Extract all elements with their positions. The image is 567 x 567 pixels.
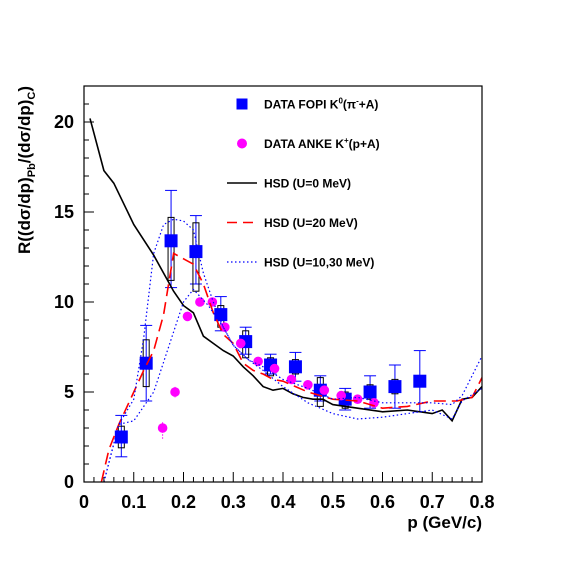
legend-entry: HSD (U=20 MeV) <box>227 216 358 230</box>
x-tick-label: 0.5 <box>320 492 345 512</box>
data-point-circle <box>170 387 180 397</box>
data-point-circle <box>303 380 313 390</box>
series-3 <box>100 252 482 482</box>
legend-entry: DATA ANKE K+(p+A) <box>237 136 380 151</box>
legend-entry: DATA FOPI K0(π-+A) <box>236 97 378 112</box>
series-4 <box>103 218 482 482</box>
legend-label-superscript: + <box>344 136 349 145</box>
legend-label-part: DATA FOPI K <box>264 98 339 112</box>
legend-label-part: HSD (U=10,30 MeV) <box>264 256 374 270</box>
x-tick-label: 0 <box>79 492 89 512</box>
y-axis-title-subscript: Pb <box>26 163 38 177</box>
legend-label: DATA FOPI K0(π-+A) <box>264 97 378 112</box>
data-point-circle <box>269 363 280 374</box>
x-tick-label: 0.3 <box>221 492 246 512</box>
data-point-circle <box>286 374 297 385</box>
series-line <box>100 252 482 482</box>
data-point-circle <box>235 338 246 349</box>
y-tick-label: 10 <box>54 292 74 312</box>
series-2 <box>89 118 482 423</box>
y-axis-title-part: σ <box>15 130 34 142</box>
series-line <box>89 118 482 423</box>
data-point-circle <box>157 423 168 433</box>
y-axis-title-subscript: C <box>26 92 38 100</box>
legend-label-part: HSD (U=20 MeV) <box>264 216 358 230</box>
data-point-square <box>288 360 302 374</box>
legend-label: HSD (U=20 MeV) <box>264 216 358 230</box>
data-point-square <box>139 356 153 370</box>
legend-label: HSD (U=0 MeV) <box>264 177 351 191</box>
data-point-circle <box>253 356 263 367</box>
legend-marker-circle <box>237 138 247 149</box>
legend-label-superscript: 0 <box>338 97 343 106</box>
y-tick-label: 0 <box>64 472 74 492</box>
y-axis-title-part: /dp) <box>15 177 34 208</box>
x-tick-label: 0.4 <box>270 492 295 512</box>
y-axis-title-part: ) <box>15 86 34 92</box>
systematic-box <box>167 216 175 281</box>
data-point-circle <box>195 297 205 307</box>
x-tick-label: 0.7 <box>420 492 445 512</box>
legend-label-part: (π <box>343 98 356 112</box>
legend-label: DATA ANKE K+(p+A) <box>264 136 380 151</box>
legend-label-part: DATA ANKE K <box>264 137 344 151</box>
data-point-circle <box>182 311 193 322</box>
legend-marker-square <box>236 98 248 110</box>
legend-label: HSD (U=10,30 MeV) <box>264 256 374 270</box>
legend-label-part: +A) <box>359 98 379 112</box>
y-axis-title: R((dσ/dp)Pb/(dσ/dp)C) <box>15 86 38 254</box>
legend-label-superscript: - <box>356 97 359 106</box>
data-point-square <box>114 430 128 444</box>
legend: DATA FOPI K0(π-+A) DATA ANKE K+(p+A) HSD (… <box>227 97 380 270</box>
x-axis-title: p (GeV/c) <box>407 513 482 532</box>
data-point-circle <box>352 394 363 405</box>
legend-entry: HSD (U=10,30 MeV) <box>227 256 374 270</box>
axes: 0 0.1 0.2 0.3 0.4 0.5 0.6 0.7 0.8 0 5 10 15 20 <box>54 85 495 512</box>
y-axis-title-part: σ <box>15 208 34 220</box>
data-point-square <box>214 308 228 322</box>
legend-label-part: HSD (U=0 MeV) <box>264 177 351 191</box>
x-tick-label: 0.8 <box>469 492 494 512</box>
x-tick-label: 0.1 <box>121 492 146 512</box>
x-tick-label: 0.6 <box>370 492 395 512</box>
data-point-square <box>413 374 427 388</box>
data-point-square <box>164 234 178 248</box>
data-point-square <box>189 245 203 259</box>
y-tick-label: 15 <box>54 202 74 222</box>
y-axis-title-part: R((d <box>15 220 34 254</box>
plot-area <box>89 118 482 482</box>
legend-entry: HSD (U=0 MeV) <box>227 177 351 191</box>
y-axis-title-part: /dp) <box>15 100 34 131</box>
data-point-circle <box>319 385 330 396</box>
data-point-square <box>363 385 377 399</box>
data-point-square <box>388 380 402 394</box>
legend-label-part: (p+A) <box>349 137 380 151</box>
y-tick-label: 20 <box>54 112 74 132</box>
y-tick-label: 5 <box>64 382 74 402</box>
x-tick-label: 0.2 <box>171 492 196 512</box>
band-upper-line <box>103 218 482 482</box>
y-axis-title-part: /(d <box>15 142 34 163</box>
